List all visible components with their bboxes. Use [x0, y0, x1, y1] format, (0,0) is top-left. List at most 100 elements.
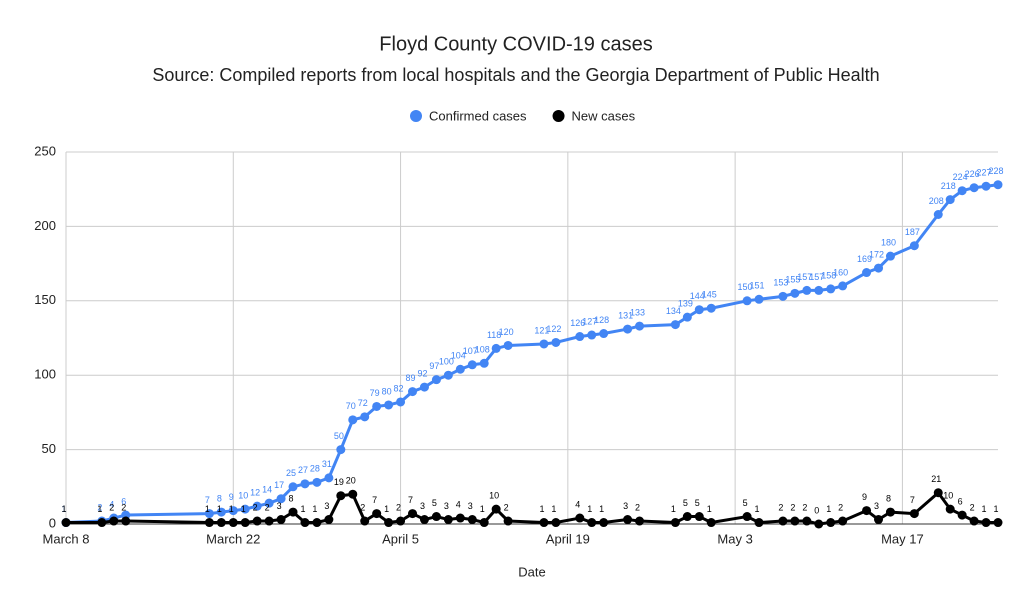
data-point [969, 516, 979, 526]
data-point [682, 312, 692, 322]
data-label: 7 [372, 495, 377, 505]
data-label: 108 [475, 345, 490, 355]
x-tick-label: March 8 [43, 531, 90, 546]
data-point [384, 400, 394, 410]
data-label: 21 [931, 474, 941, 484]
x-tick-label: May 17 [881, 531, 924, 546]
data-point [431, 512, 441, 522]
series-line [65, 183, 999, 525]
data-label: 5 [695, 498, 700, 508]
data-point [252, 501, 262, 511]
legend-marker [410, 110, 422, 122]
data-point [909, 509, 919, 519]
data-point [706, 518, 716, 528]
data-point [826, 518, 836, 528]
chart-subtitle: Source: Compiled reports from local hosp… [152, 65, 879, 85]
data-point [981, 181, 991, 191]
data-point [885, 507, 895, 517]
data-label: 226 [965, 169, 980, 179]
data-point [240, 504, 250, 514]
data-label: 122 [546, 324, 561, 334]
data-point [539, 518, 549, 528]
data-label: 0 [814, 505, 819, 515]
data-point [826, 284, 836, 294]
data-point [312, 477, 322, 487]
data-point [228, 518, 238, 528]
data-point [491, 504, 501, 514]
data-label: 2 [838, 502, 843, 512]
data-point [957, 186, 967, 196]
data-point [431, 375, 441, 385]
data-label: 1 [61, 504, 66, 514]
data-label: 224 [953, 172, 968, 182]
data-point [790, 288, 800, 298]
data-point [216, 518, 226, 528]
data-label: 2 [265, 502, 270, 512]
data-point [814, 285, 824, 295]
x-axis-label: Date [518, 564, 545, 579]
data-label: 1 [97, 504, 102, 514]
data-label: 107 [463, 346, 478, 356]
data-point [503, 516, 513, 526]
data-label: 133 [630, 307, 645, 317]
data-point [372, 401, 382, 411]
data-label: 8 [289, 493, 294, 503]
legend-marker [552, 110, 565, 122]
data-label: 227 [977, 168, 992, 178]
data-point [623, 515, 633, 525]
data-point [754, 294, 764, 304]
data-point [455, 513, 465, 523]
data-point [957, 510, 967, 520]
data-label: 9 [229, 492, 234, 502]
data-point [312, 518, 322, 528]
data-point [945, 195, 955, 205]
data-label: 10 [943, 490, 953, 500]
data-label: 2 [253, 502, 258, 512]
data-point [575, 513, 585, 523]
data-label: 25 [286, 468, 296, 478]
data-point [587, 518, 597, 528]
data-point [109, 516, 119, 526]
data-point [324, 473, 334, 483]
data-label: 2 [97, 502, 102, 512]
data-label: 2 [109, 502, 114, 512]
data-label: 1 [982, 504, 987, 514]
data-label: 4 [575, 499, 580, 509]
data-point [694, 305, 704, 315]
data-point [455, 364, 465, 374]
data-label: 120 [499, 327, 514, 337]
data-point [204, 518, 214, 528]
data-label: 218 [941, 181, 956, 191]
data-label: 1 [205, 504, 210, 514]
data-label: 92 [417, 368, 427, 378]
data-label: 180 [881, 238, 896, 248]
data-label: 27 [298, 465, 308, 475]
data-label: 1 [993, 504, 998, 514]
data-point [443, 515, 453, 525]
data-point [61, 518, 71, 528]
data-label: 5 [743, 498, 748, 508]
data-point [324, 515, 334, 525]
data-label: 158 [821, 270, 836, 280]
data-point [862, 268, 872, 278]
data-point [264, 498, 274, 508]
data-label: 5 [683, 498, 688, 508]
data-label: 1 [707, 504, 712, 514]
data-label: 127 [582, 316, 597, 326]
data-point [228, 506, 238, 516]
data-label: 17 [274, 480, 284, 490]
data-label: 172 [869, 249, 884, 259]
data-label: 160 [833, 267, 848, 277]
data-point [838, 516, 848, 526]
data-label: 3 [468, 501, 473, 511]
data-label: 157 [797, 272, 812, 282]
data-label: 1 [599, 504, 604, 514]
data-label: 8 [886, 493, 891, 503]
data-label: 3 [324, 501, 329, 511]
legend-label: New cases [572, 108, 636, 123]
data-label: 3 [444, 501, 449, 511]
data-label: 1 [826, 504, 831, 514]
y-tick-label: 0 [49, 515, 56, 530]
data-point [121, 516, 131, 526]
data-label: 153 [773, 278, 788, 288]
